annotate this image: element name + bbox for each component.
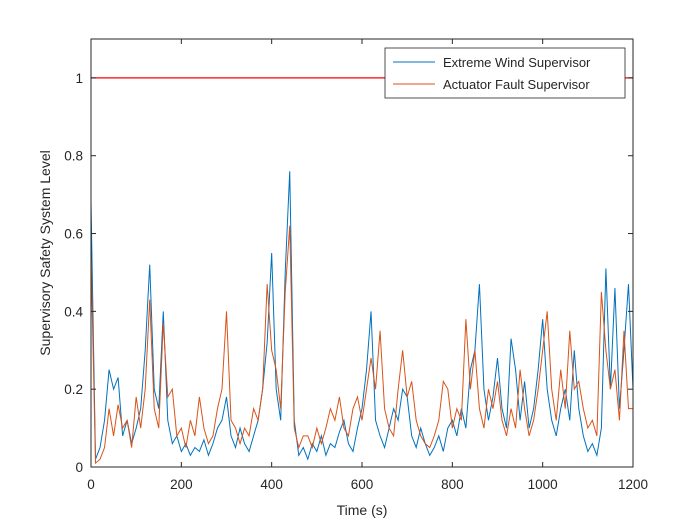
- x-axis-label: Time (s): [337, 502, 388, 518]
- legend-label: Actuator Fault Supervisor: [443, 77, 590, 92]
- x-tick-label: 600: [351, 477, 374, 492]
- legend-box: [384, 47, 626, 99]
- y-axis-label: Supervisory Safety System Level: [37, 150, 53, 355]
- x-tick-label: 1200: [618, 477, 648, 492]
- legend: Extreme Wind Supervisor Actuator Fault Su…: [384, 47, 626, 99]
- x-tick-label: 800: [441, 477, 464, 492]
- series-line: [91, 171, 633, 461]
- y-tick-label: 0.6: [64, 227, 83, 242]
- y-tick-label: 0.2: [64, 382, 83, 397]
- y-tick-label: 0.4: [64, 304, 83, 319]
- x-tick-label: 1000: [528, 477, 558, 492]
- x-tick-label: 0: [87, 477, 95, 492]
- y-tick-label: 0: [75, 460, 83, 475]
- y-tick-label: 0.8: [64, 149, 83, 164]
- y-tick-label: 1: [75, 71, 83, 86]
- x-tick-label: 400: [260, 477, 283, 492]
- series-line: [91, 225, 633, 465]
- legend-label: Extreme Wind Supervisor: [443, 55, 591, 70]
- x-tick-label: 200: [170, 477, 193, 492]
